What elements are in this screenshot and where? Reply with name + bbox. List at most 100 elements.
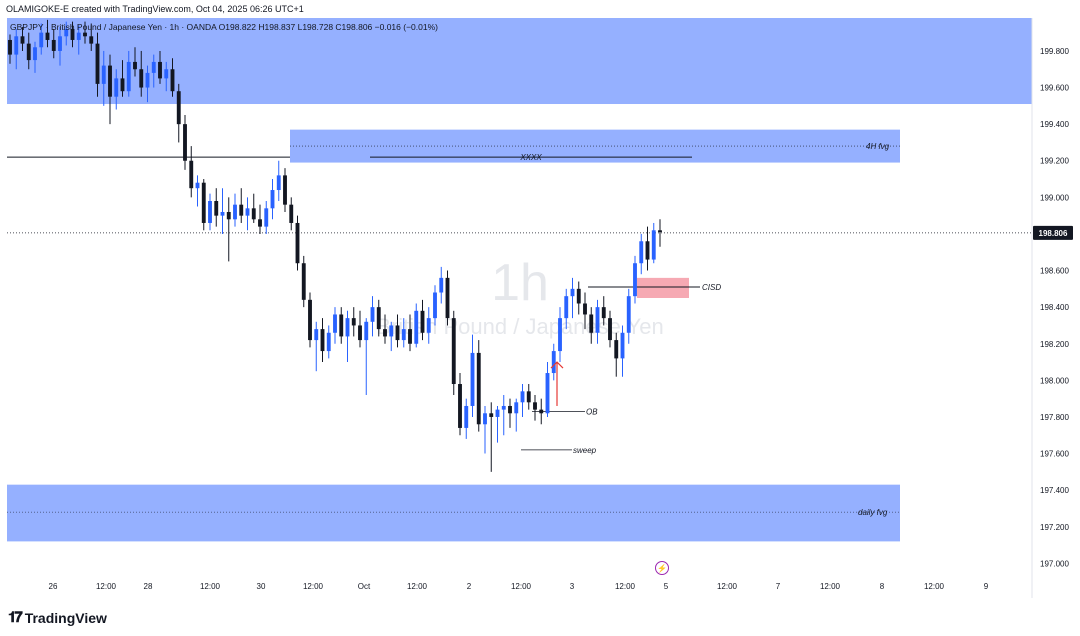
candle	[514, 398, 519, 432]
xxxx-label: XXXX	[519, 153, 542, 162]
candle	[70, 21, 75, 48]
candle	[214, 188, 219, 227]
candle-body	[651, 230, 656, 260]
candle	[408, 314, 412, 352]
price-axis: 199.800 199.600 199.400 199.200 199.000 198.6…	[1031, 18, 1073, 598]
candle	[195, 175, 200, 207]
ob-label: OB	[586, 407, 598, 416]
time-tick-label: 30	[257, 582, 266, 591]
time-tick-label: 7	[776, 582, 781, 591]
candle-body	[76, 32, 81, 40]
candle-body	[476, 352, 481, 425]
candle-body	[576, 288, 581, 304]
candle	[389, 321, 394, 352]
candle	[458, 373, 462, 436]
price-chart[interactable]: 1h British Pound / Japanese Yen 4H fvg XX…	[0, 0, 1080, 600]
candle-body	[83, 32, 87, 37]
candle-body	[120, 78, 125, 92]
candle-body	[520, 391, 525, 403]
candle-body	[358, 325, 362, 341]
candle-body	[151, 61, 156, 73]
candle	[320, 318, 325, 363]
candle	[470, 334, 475, 417]
candle-body	[345, 318, 350, 337]
sweep-label: sweep	[573, 446, 597, 455]
candle	[476, 340, 481, 432]
candle-body	[558, 318, 562, 352]
candle-body	[189, 160, 194, 189]
candle	[351, 307, 356, 337]
candle	[239, 188, 244, 223]
candle-body	[283, 175, 287, 205]
candle	[426, 307, 431, 344]
daily-fvg-label: daily fvg	[858, 508, 888, 517]
candle	[620, 325, 625, 377]
candle	[139, 50, 144, 97]
time-tick-label: 12:00	[303, 582, 324, 591]
candle-body	[176, 91, 181, 125]
candle-body	[108, 65, 112, 97]
price-tick-label: 197.800	[1040, 413, 1069, 422]
candle	[314, 321, 319, 372]
event-marker-circle	[655, 561, 669, 575]
candle	[595, 299, 600, 344]
candle-body	[314, 329, 319, 341]
time-tick-label: 8	[880, 582, 885, 591]
4h-fvg-label: 4H fvg	[866, 142, 890, 151]
candle	[283, 168, 287, 212]
candle-body	[33, 47, 37, 61]
candle	[226, 197, 231, 262]
price-tick-label: 198.600	[1040, 267, 1069, 276]
time-tick-label: 3	[570, 582, 575, 591]
candle-body	[445, 277, 450, 319]
candle	[639, 233, 644, 275]
candle	[158, 50, 162, 84]
candle-body	[270, 190, 275, 209]
candle	[570, 277, 575, 319]
candle-body	[514, 402, 519, 414]
price-tick-label: 199.800	[1040, 47, 1069, 56]
candle	[564, 288, 569, 330]
time-tick-label: 12:00	[96, 582, 117, 591]
candle	[626, 288, 631, 344]
candle-body	[408, 329, 412, 344]
time-tick-label: Oct	[358, 582, 371, 591]
time-tick-label: 5	[664, 582, 669, 591]
price-tick-label: 197.400	[1040, 486, 1069, 495]
time-axis: 26 12:00 28 12:00 30 12:00 Oct 12:00 2 12:00 3 12:0…	[49, 582, 989, 591]
candle-body	[570, 288, 575, 297]
candle	[645, 226, 650, 271]
candle-body	[595, 307, 600, 333]
zone-4h-fvg	[290, 129, 900, 163]
candle-body	[439, 277, 444, 293]
time-tick-label: 12:00	[615, 582, 636, 591]
candle-body	[620, 332, 625, 359]
candle-body	[226, 211, 231, 220]
candle	[333, 307, 337, 344]
time-tick-label: 12:00	[511, 582, 532, 591]
candle-body	[551, 351, 556, 374]
zone-cisd	[637, 277, 689, 298]
candle	[8, 34, 12, 64]
tradingview-logo[interactable]: 𝟏𝟕 TradingView	[8, 609, 107, 626]
candle-body	[626, 296, 631, 333]
time-tick-label: 12:00	[200, 582, 221, 591]
candle	[420, 299, 425, 341]
candle	[395, 314, 400, 348]
candle-body	[658, 230, 662, 233]
price-tick-label: 199.000	[1040, 193, 1069, 202]
candle	[495, 405, 500, 443]
zone-top	[7, 18, 1032, 105]
candle-body	[639, 241, 644, 264]
current-price-label: 198.806	[1039, 229, 1068, 238]
candle-body	[501, 405, 506, 410]
price-tick-label: 197.600	[1040, 450, 1069, 459]
candle	[76, 25, 81, 55]
candle-body	[58, 36, 62, 51]
candle-body	[39, 32, 44, 48]
candle	[264, 201, 269, 234]
candle-body	[614, 340, 619, 359]
candle	[114, 69, 119, 110]
price-tick-label: 198.200	[1040, 340, 1069, 349]
candle-body	[451, 318, 456, 385]
